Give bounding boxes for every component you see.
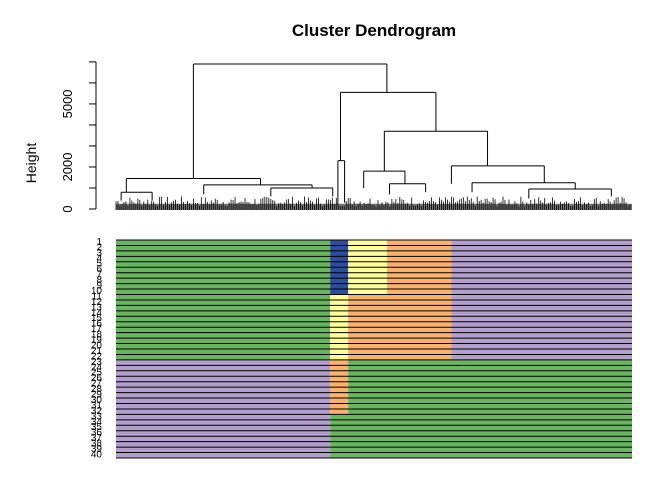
row-label: 38 bbox=[91, 439, 103, 450]
row-label: 8 bbox=[96, 275, 102, 286]
row-label: 29 bbox=[91, 390, 103, 401]
row-label: 3 bbox=[96, 248, 102, 259]
row-label: 20 bbox=[91, 340, 103, 351]
row-label: 26 bbox=[91, 373, 103, 384]
row-label: 24 bbox=[91, 362, 103, 373]
row-label: 31 bbox=[91, 400, 103, 411]
row-label: 23 bbox=[91, 357, 103, 368]
row-label: 11 bbox=[92, 291, 103, 302]
row-label: 30 bbox=[91, 395, 103, 406]
row-label: 17 bbox=[91, 324, 103, 335]
row-label: 32 bbox=[91, 406, 103, 417]
color-bar-matrix bbox=[116, 239, 632, 459]
y-axis: 0 2000 5000 bbox=[60, 61, 97, 213]
row-label: 37 bbox=[91, 433, 103, 444]
row-label: 21 bbox=[91, 346, 103, 357]
y-axis-label: Height bbox=[23, 143, 39, 184]
row-label: 1 bbox=[96, 237, 102, 248]
row-label: 10 bbox=[91, 286, 103, 297]
row-label: 35 bbox=[91, 422, 103, 433]
row-label: 28 bbox=[91, 384, 103, 395]
row-label: 15 bbox=[91, 313, 103, 324]
chart-title: Cluster Dendrogram bbox=[292, 21, 456, 40]
row-label: 18 bbox=[91, 330, 103, 341]
row-label: 14 bbox=[91, 308, 103, 319]
y-tick-label: 5000 bbox=[60, 89, 75, 118]
row-label: 12 bbox=[91, 297, 103, 308]
row-label: 16 bbox=[91, 319, 103, 330]
row-label: 34 bbox=[91, 417, 103, 428]
row-label: 25 bbox=[91, 368, 103, 379]
row-label: 27 bbox=[91, 379, 103, 390]
row-label: 13 bbox=[91, 302, 103, 313]
row-label: 2 bbox=[96, 242, 102, 253]
row-label: 36 bbox=[91, 428, 103, 439]
row-label: 9 bbox=[96, 281, 102, 292]
dendrogram-leaves bbox=[115, 196, 632, 210]
row-label: 40 bbox=[91, 449, 103, 460]
row-label: 39 bbox=[91, 444, 103, 455]
row-label: 19 bbox=[91, 335, 103, 346]
row-label: 7 bbox=[96, 270, 102, 281]
leaf-fringe bbox=[116, 203, 632, 210]
row-label: 4 bbox=[96, 253, 102, 264]
row-label: 6 bbox=[96, 264, 102, 275]
dendrogram-tree bbox=[120, 63, 612, 205]
row-label: 33 bbox=[91, 411, 103, 422]
row-label: 22 bbox=[91, 351, 103, 362]
y-tick-label: 0 bbox=[60, 205, 75, 212]
row-labels: 1234567891011121314151617181920212223242… bbox=[91, 237, 103, 461]
y-tick-label: 2000 bbox=[60, 153, 75, 182]
row-label: 5 bbox=[96, 259, 102, 270]
